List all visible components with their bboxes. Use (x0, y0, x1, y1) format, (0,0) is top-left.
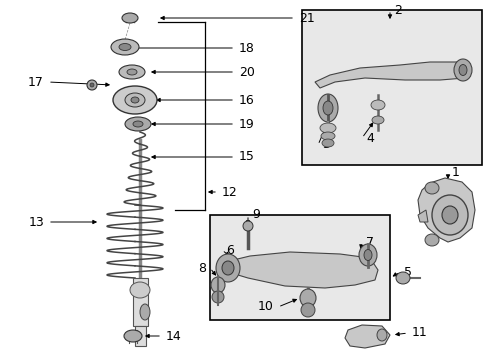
Bar (302, 10, 481, 165)
Ellipse shape (125, 117, 151, 131)
Ellipse shape (133, 121, 142, 127)
Ellipse shape (458, 64, 466, 76)
Text: 11: 11 (411, 327, 427, 339)
Ellipse shape (323, 101, 332, 115)
Text: 6: 6 (225, 243, 233, 256)
Ellipse shape (131, 97, 139, 103)
Text: 13: 13 (28, 216, 44, 229)
Ellipse shape (431, 195, 467, 235)
Polygon shape (222, 252, 377, 288)
Ellipse shape (122, 13, 138, 23)
Text: 20: 20 (239, 66, 254, 78)
Polygon shape (345, 325, 389, 348)
Polygon shape (417, 210, 427, 222)
Ellipse shape (210, 277, 224, 293)
Polygon shape (314, 62, 469, 88)
Bar (209, 215, 389, 320)
Ellipse shape (222, 261, 234, 275)
Text: 2: 2 (393, 4, 401, 17)
Ellipse shape (90, 83, 94, 87)
Text: 8: 8 (198, 261, 205, 274)
Ellipse shape (424, 182, 438, 194)
Text: 12: 12 (222, 185, 237, 198)
Text: 10: 10 (258, 301, 273, 314)
Ellipse shape (111, 39, 139, 55)
Ellipse shape (424, 234, 438, 246)
Text: 21: 21 (298, 12, 314, 24)
Ellipse shape (371, 116, 383, 124)
Ellipse shape (87, 80, 97, 90)
Text: 18: 18 (239, 41, 254, 54)
Ellipse shape (301, 303, 314, 317)
Ellipse shape (127, 69, 137, 75)
Ellipse shape (376, 329, 386, 341)
Ellipse shape (125, 93, 145, 107)
Ellipse shape (453, 59, 471, 81)
Bar (135, 326, 146, 346)
Bar (133, 278, 148, 326)
Ellipse shape (216, 254, 240, 282)
Text: 16: 16 (239, 94, 254, 107)
Ellipse shape (320, 132, 334, 140)
Ellipse shape (358, 244, 376, 266)
Ellipse shape (124, 330, 142, 342)
Text: 3: 3 (321, 139, 329, 152)
Ellipse shape (321, 139, 333, 147)
Ellipse shape (212, 291, 224, 303)
Ellipse shape (317, 94, 337, 122)
Text: 1: 1 (451, 166, 459, 179)
Text: 5: 5 (403, 266, 411, 279)
Text: 19: 19 (239, 117, 254, 130)
Ellipse shape (119, 44, 131, 50)
Ellipse shape (243, 221, 252, 231)
Ellipse shape (119, 65, 145, 79)
Text: 4: 4 (365, 131, 373, 144)
Ellipse shape (113, 86, 157, 114)
Ellipse shape (370, 100, 384, 110)
Ellipse shape (130, 282, 150, 298)
Ellipse shape (441, 206, 457, 224)
Text: 9: 9 (251, 208, 259, 221)
Polygon shape (417, 178, 474, 242)
Ellipse shape (319, 123, 335, 133)
Ellipse shape (363, 249, 371, 261)
Ellipse shape (299, 289, 315, 307)
Text: 15: 15 (239, 150, 254, 163)
Text: 7: 7 (365, 235, 373, 248)
Ellipse shape (395, 272, 409, 284)
Ellipse shape (140, 304, 150, 320)
Text: 17: 17 (28, 76, 44, 89)
Text: 14: 14 (165, 329, 182, 342)
